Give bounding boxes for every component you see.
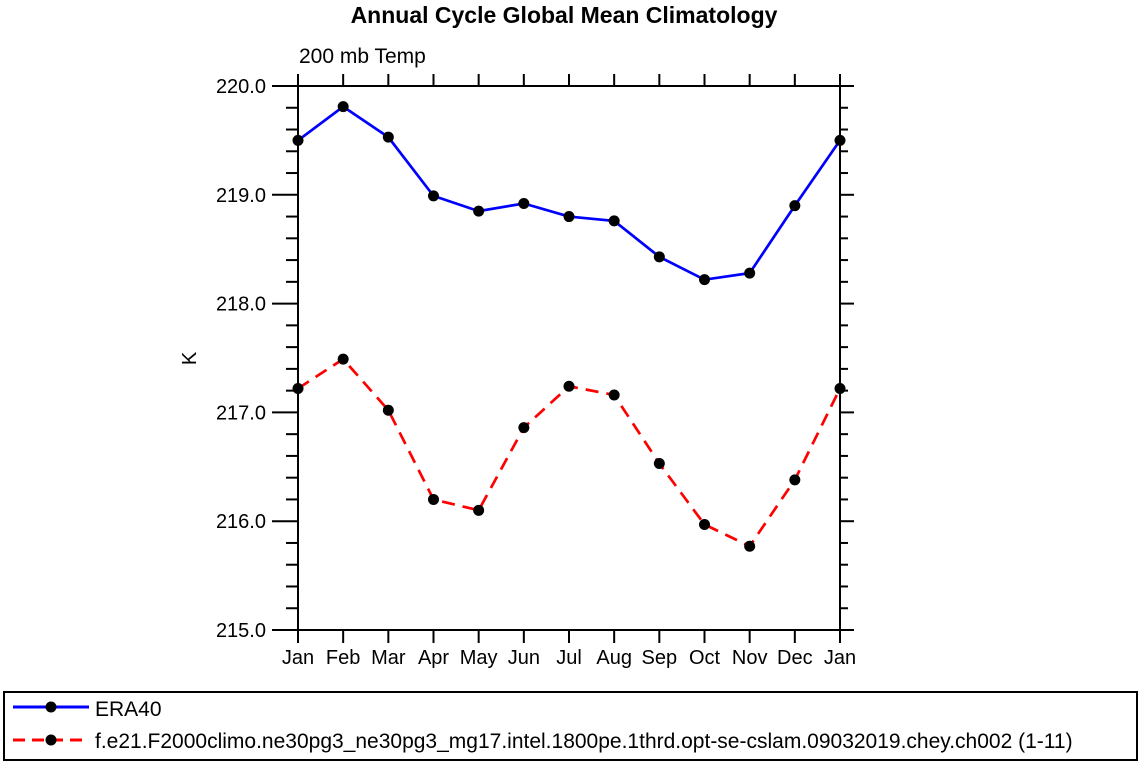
data-point-marker bbox=[653, 251, 665, 263]
y-tick-label: 219.0 bbox=[216, 185, 266, 207]
y-tick-label: 215.0 bbox=[216, 620, 266, 642]
x-tick-label: Sep bbox=[642, 647, 678, 669]
y-tick-label: 217.0 bbox=[216, 402, 266, 424]
chart-title: Annual Cycle Global Mean Climatology bbox=[350, 2, 778, 28]
data-point-marker bbox=[834, 134, 846, 146]
x-tick-label: Dec bbox=[777, 647, 813, 669]
data-point-marker bbox=[428, 190, 439, 202]
data-point-marker bbox=[563, 380, 575, 392]
series-line-0 bbox=[297, 105, 842, 282]
legend-sample-svg bbox=[13, 734, 89, 746]
data-point-marker bbox=[744, 267, 756, 279]
plot-frame bbox=[297, 85, 841, 631]
marker-dot-icon bbox=[45, 734, 57, 746]
x-tick-label: Jul bbox=[556, 647, 582, 669]
data-point-marker bbox=[789, 474, 801, 486]
data-point-marker bbox=[292, 382, 304, 394]
legend-label-model-run: f.e21.F2000climo.ne30pg3_ne30pg3_mg17.in… bbox=[95, 730, 1073, 754]
chart-subtitle: 200 mb Temp bbox=[299, 45, 426, 68]
data-point-marker bbox=[518, 198, 530, 210]
x-tick-label: Jan bbox=[824, 647, 856, 669]
data-point-marker bbox=[699, 518, 710, 530]
legend-entry-era40: ERA40 bbox=[10, 694, 1136, 725]
data-point-marker bbox=[834, 382, 846, 394]
x-tick-label: Jun bbox=[508, 647, 540, 669]
data-point-marker bbox=[337, 101, 349, 113]
x-tick-label: Oct bbox=[689, 647, 721, 669]
x-tick-label: Nov bbox=[732, 647, 768, 669]
data-point-marker bbox=[563, 211, 575, 223]
y-tick-label: 216.0 bbox=[216, 511, 266, 533]
data-point-marker bbox=[608, 215, 620, 227]
data-point-marker bbox=[382, 131, 394, 143]
data-point-marker bbox=[292, 134, 304, 146]
x-tick-label: Aug bbox=[596, 647, 632, 669]
data-point-marker bbox=[789, 200, 801, 212]
data-point-marker bbox=[518, 422, 530, 434]
legend-entry-model-run: f.e21.F2000climo.ne30pg3_ne30pg3_mg17.in… bbox=[10, 727, 1136, 758]
legend-label-era40: ERA40 bbox=[95, 697, 162, 721]
data-point-marker bbox=[337, 353, 349, 365]
y-tick-label: 220.0 bbox=[216, 76, 266, 98]
data-point-marker bbox=[653, 458, 665, 470]
data-point-marker bbox=[473, 504, 485, 516]
data-point-marker bbox=[608, 389, 620, 401]
legend-box: ERA40 f.e21.F2000climo.ne30pg3_ne30pg3_m… bbox=[3, 691, 1138, 761]
x-tick-label: Feb bbox=[326, 647, 360, 669]
data-point-marker bbox=[699, 274, 710, 286]
x-tick-label: Mar bbox=[371, 647, 406, 669]
data-point-marker bbox=[428, 493, 439, 505]
x-tick-label: Jan bbox=[282, 647, 314, 669]
data-point-marker bbox=[744, 540, 756, 552]
x-tick-label: Apr bbox=[418, 647, 449, 669]
data-point-marker bbox=[382, 404, 394, 416]
legend-sample-svg bbox=[13, 701, 89, 713]
y-tick-label: 218.0 bbox=[216, 294, 266, 316]
model-run-line-sample bbox=[10, 728, 92, 757]
plot-area: Jan Feb Mar Apr May Jun Jul Aug Sep Oct Nov Dec Jan 2… bbox=[216, 74, 856, 669]
marker-dot-icon bbox=[45, 701, 57, 713]
x-tick-label: May bbox=[460, 647, 498, 669]
data-point-marker bbox=[473, 205, 485, 217]
era40-line-sample bbox=[10, 695, 92, 724]
